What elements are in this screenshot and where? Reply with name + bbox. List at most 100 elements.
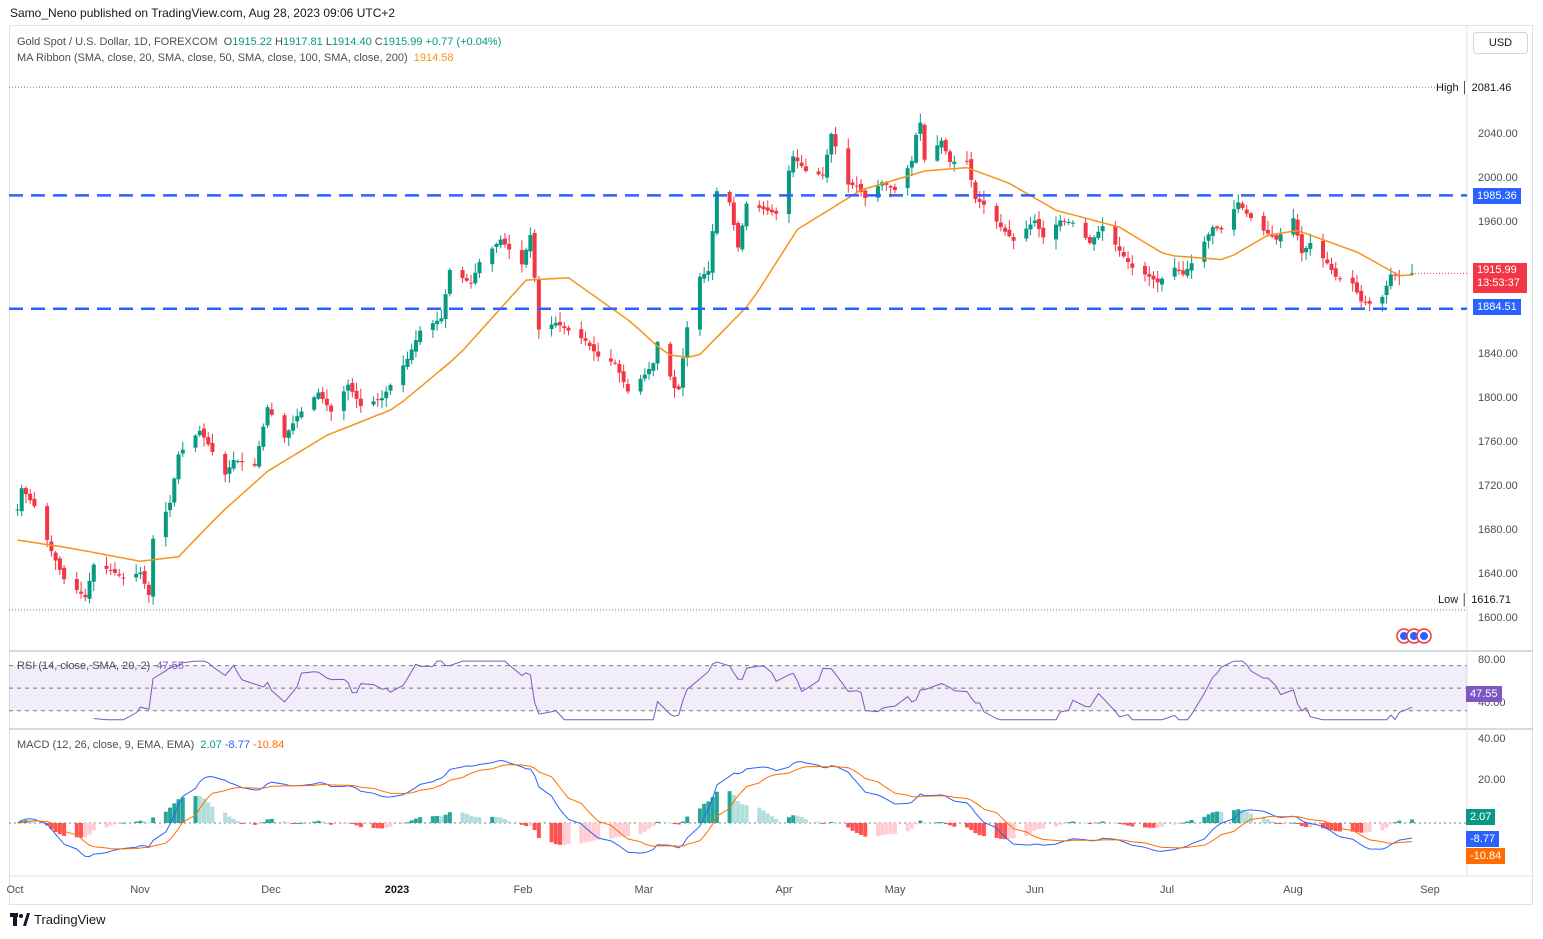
macd-histogram-bar: [786, 817, 791, 823]
macd-histogram-bar: [32, 821, 37, 823]
candle-body: [558, 321, 563, 326]
macd-histogram-bar: [519, 823, 524, 825]
macd-histogram-bar: [952, 823, 957, 827]
macd-histogram-bar: [621, 823, 626, 837]
macd-histogram-bar: [193, 796, 198, 823]
candle-body: [948, 151, 953, 162]
candle-body: [1278, 234, 1283, 242]
candle-body: [680, 358, 685, 388]
candle-body: [519, 250, 524, 265]
rsi-label[interactable]: RSI (14, close, SMA, 20, 2): [17, 660, 151, 672]
macd-histogram-bar: [1304, 823, 1309, 828]
candle-body: [1325, 259, 1330, 264]
candle-body: [757, 205, 762, 208]
macd-histogram-bar: [922, 822, 927, 824]
macd-histogram-bar: [261, 822, 266, 824]
ma-label[interactable]: MA Ribbon (SMA, close, 20, SMA, close, 5…: [17, 52, 408, 64]
macd-histogram-bar: [28, 820, 33, 823]
macd-histogram-bar: [820, 823, 825, 824]
time-tick: Jul: [1159, 884, 1175, 896]
support-tag: 1884.51: [1473, 299, 1521, 315]
price-tick: 1840.00: [1478, 348, 1518, 360]
candle-body: [235, 461, 240, 463]
macd-histogram-bar: [1270, 821, 1275, 823]
macd-histogram-bar: [1172, 823, 1177, 825]
candle-body: [829, 133, 834, 155]
macd-histogram-bar: [439, 816, 444, 823]
macd-hist-tag: 2.07: [1466, 809, 1496, 825]
candle-body: [655, 341, 660, 364]
candle-body: [914, 134, 919, 163]
candle-body: [439, 318, 444, 322]
macd-histogram-bar: [672, 823, 677, 824]
macd-histogram-bar: [1295, 823, 1300, 824]
macd-histogram-bar: [1066, 822, 1071, 824]
candle-body: [736, 222, 741, 248]
time-tick: Oct: [6, 884, 24, 896]
candle-body: [447, 269, 452, 294]
macd-histogram-bar: [727, 791, 732, 823]
rsi-line: [93, 660, 1413, 721]
price-tick: 2040.00: [1478, 128, 1518, 140]
candle-body: [702, 273, 707, 279]
candle-body: [405, 358, 410, 367]
candle-body: [193, 435, 198, 448]
event-flag-icon: [1410, 632, 1418, 640]
macd-histogram-bar: [651, 823, 656, 827]
macd-histogram-bar: [265, 819, 270, 823]
candle-body: [981, 200, 986, 205]
candle-body: [1155, 278, 1160, 283]
symbol-legend: Gold Spot / U.S. Dollar, 1D, FOREXCOM O1…: [17, 36, 501, 48]
candle-body: [1384, 285, 1389, 296]
candle-body: [464, 278, 469, 281]
macd-histogram-bar: [49, 823, 54, 830]
candle-body: [108, 570, 113, 572]
candle-body: [206, 437, 211, 445]
candle-body: [1147, 274, 1152, 277]
candle-body: [223, 454, 228, 475]
macd-tick: 40.00: [1478, 733, 1506, 745]
candle-body: [210, 442, 215, 452]
macd-histogram-bar: [909, 823, 914, 829]
macd-histogram-bar: [914, 823, 919, 825]
macd-label[interactable]: MACD (12, 26, close, 9, EMA, EMA): [17, 739, 195, 751]
macd-histogram-bar: [371, 823, 376, 828]
macd-histogram-bar: [549, 823, 554, 843]
candle-body: [608, 358, 613, 362]
macd-histogram-bar: [935, 822, 940, 824]
candle-body: [1388, 274, 1393, 287]
tradingview-branding[interactable]: TradingView: [10, 912, 106, 927]
macd-histogram-bar: [566, 823, 571, 845]
macd-histogram-bar: [1155, 823, 1160, 828]
candle-body: [91, 564, 96, 582]
candle-body: [854, 185, 859, 187]
macd-histogram-bar: [507, 821, 512, 823]
macd-histogram-bar: [1032, 823, 1037, 831]
candle-body: [524, 249, 529, 265]
candle-body: [1274, 235, 1279, 240]
candle-body: [380, 398, 385, 401]
candle-body: [1210, 227, 1215, 236]
currency-button[interactable]: USD: [1473, 32, 1528, 54]
macd-histogram-bar: [761, 810, 766, 823]
macd-histogram-bar: [388, 823, 393, 827]
candle-body: [269, 409, 274, 415]
macd-histogram-bar: [1130, 823, 1135, 827]
macd-histogram-bar: [409, 820, 414, 823]
candle-body: [1291, 218, 1296, 235]
macd-histogram-bar: [91, 823, 96, 831]
low-marker-value: 1616.71: [1471, 594, 1511, 606]
candle-body: [850, 182, 855, 186]
candle-body: [613, 362, 618, 364]
high-marker-value: 2081.46: [1471, 82, 1512, 94]
time-tick: Mar: [634, 884, 654, 896]
candle-body: [87, 580, 92, 599]
candle-body: [1181, 270, 1186, 275]
macd-histogram-bar: [524, 823, 529, 826]
macd-histogram-bar: [286, 822, 291, 824]
macd-histogram-bar: [918, 820, 923, 823]
symbol-name[interactable]: Gold Spot / U.S. Dollar, 1D, FOREXCOM: [17, 36, 218, 48]
price-tick: 1640.00: [1478, 568, 1518, 580]
candle-body: [935, 145, 940, 161]
